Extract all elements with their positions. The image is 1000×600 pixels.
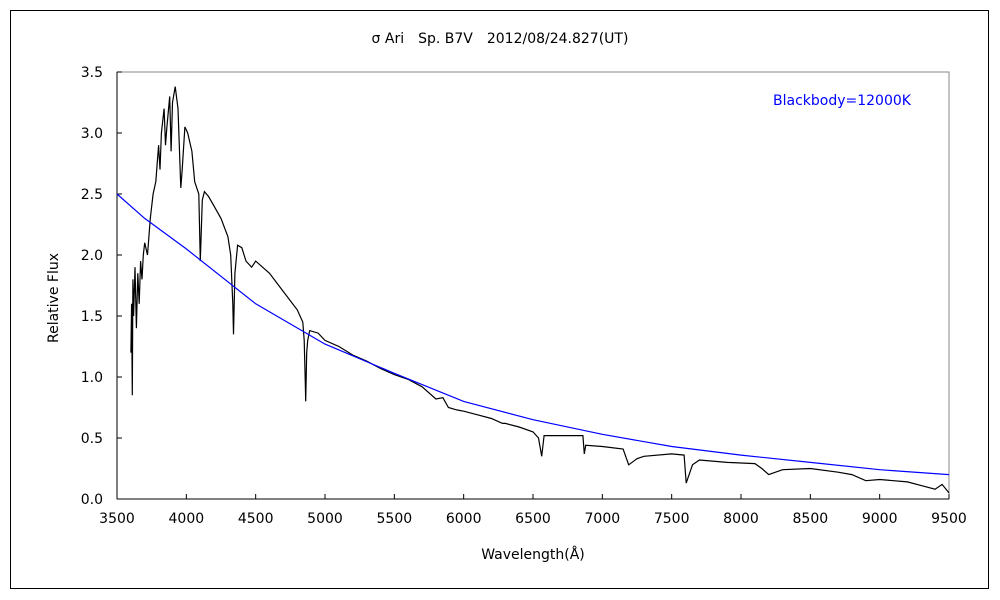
legend-blackbody: Blackbody=12000K [773, 93, 912, 109]
x-tick-label: 5000 [307, 511, 343, 527]
x-tick-label: 6500 [515, 511, 551, 527]
y-tick-label: 1.5 [81, 309, 103, 325]
x-tick-label: 8000 [723, 511, 759, 527]
x-tick-label: 4500 [238, 511, 274, 527]
y-tick-label: 3.5 [81, 65, 103, 81]
y-tick-label: 0.0 [81, 492, 103, 508]
x-tick-label: 9500 [931, 511, 967, 527]
spectrum-line [130, 86, 950, 494]
x-tick-label: 6000 [446, 511, 482, 527]
chart-frame [10, 10, 989, 589]
y-tick-label: 2.5 [81, 187, 103, 203]
y-tick-label: 1.0 [81, 370, 103, 386]
x-tick-label: 7500 [654, 511, 690, 527]
x-tick-label: 7000 [585, 511, 621, 527]
x-tick-label: 5500 [377, 511, 413, 527]
y-axis-label: Relative Flux [46, 253, 62, 343]
y-tick-label: 0.5 [81, 431, 103, 447]
y-tick-label: 2.0 [81, 248, 103, 264]
plot-area [116, 71, 950, 500]
chart-title: σ Ari Sp. B7V 2012/08/24.827(UT) [372, 31, 629, 47]
y-tick-label: 3.0 [81, 126, 103, 142]
x-tick-label: 9000 [862, 511, 898, 527]
x-axis-label: Wavelength(Å) [481, 546, 585, 563]
x-tick-label: 4000 [169, 511, 205, 527]
blackbody-line [116, 193, 950, 476]
x-tick-label: 3500 [99, 511, 135, 527]
x-tick-label: 8500 [793, 511, 829, 527]
